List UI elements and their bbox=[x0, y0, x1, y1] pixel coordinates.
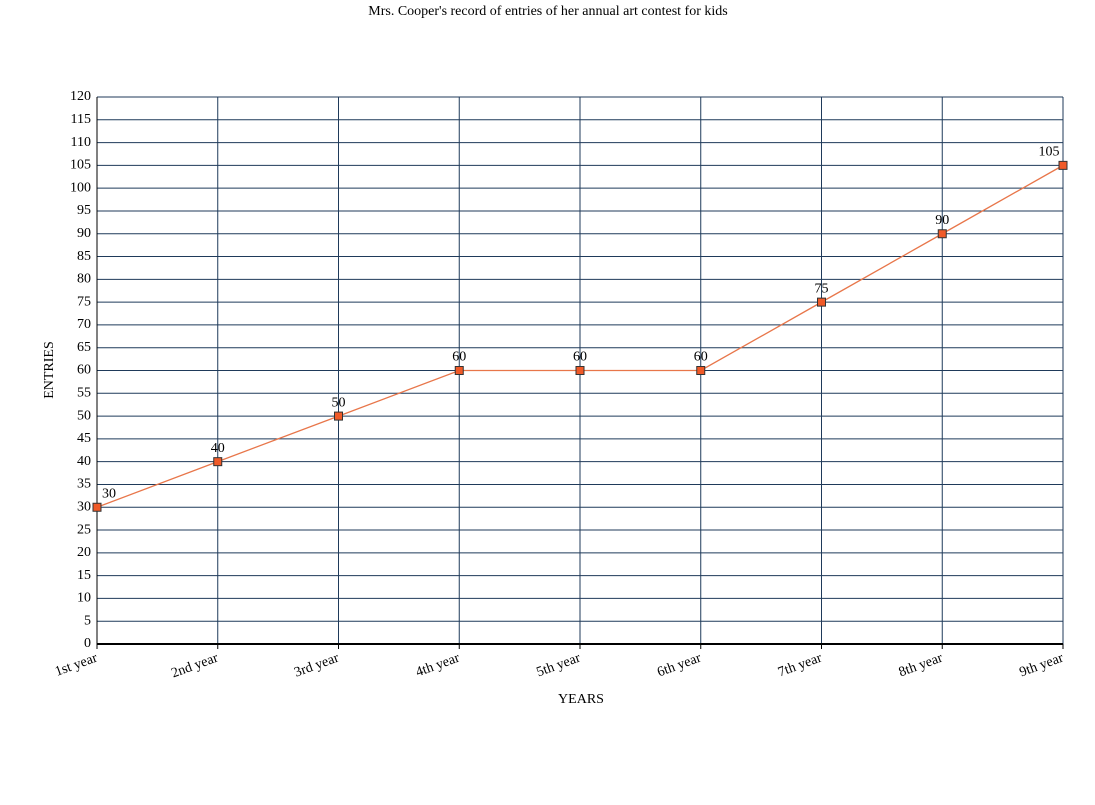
y-tick-label: 30 bbox=[77, 499, 91, 514]
data-label: 30 bbox=[102, 486, 116, 501]
y-tick-label: 95 bbox=[77, 203, 91, 218]
y-tick-label: 50 bbox=[77, 408, 91, 423]
data-label: 90 bbox=[935, 213, 949, 228]
marker bbox=[334, 411, 343, 421]
y-tick-label: 120 bbox=[70, 89, 91, 104]
data-label: 50 bbox=[332, 395, 346, 410]
marker bbox=[937, 229, 947, 239]
y-tick-label: 115 bbox=[71, 112, 91, 127]
y-tick-label: 75 bbox=[77, 294, 91, 309]
data-label: 75 bbox=[815, 281, 829, 296]
marker bbox=[817, 297, 826, 307]
y-tick-label: 60 bbox=[77, 363, 91, 378]
marker bbox=[454, 366, 464, 375]
y-tick-label: 15 bbox=[77, 568, 91, 583]
data-label: 60 bbox=[573, 350, 587, 365]
y-tick-label: 90 bbox=[77, 226, 91, 241]
x-axis-label: YEARS bbox=[558, 692, 604, 707]
marker bbox=[213, 457, 223, 467]
y-tick-label: 0 bbox=[84, 636, 91, 651]
marker bbox=[92, 502, 102, 512]
y-tick-label: 45 bbox=[77, 431, 91, 446]
y-tick-label: 80 bbox=[77, 272, 91, 287]
marker bbox=[696, 366, 706, 375]
y-tick-label: 105 bbox=[70, 158, 91, 173]
y-tick-label: 10 bbox=[77, 591, 91, 606]
y-axis-label: ENTRIES bbox=[42, 341, 57, 399]
y-tick-label: 20 bbox=[77, 545, 91, 560]
y-tick-label: 110 bbox=[71, 135, 91, 150]
y-tick-label: 65 bbox=[77, 340, 91, 355]
y-tick-label: 35 bbox=[77, 477, 91, 492]
y-tick-label: 85 bbox=[77, 249, 91, 264]
data-label: 40 bbox=[211, 441, 225, 456]
data-label: 105 bbox=[1039, 145, 1060, 160]
y-tick-label: 55 bbox=[77, 386, 91, 401]
chart-title: Mrs. Cooper's record of entries of her a… bbox=[368, 4, 727, 19]
y-tick-label: 25 bbox=[77, 522, 91, 537]
y-tick-label: 5 bbox=[84, 613, 91, 628]
marker bbox=[1058, 160, 1068, 170]
y-tick-label: 40 bbox=[77, 454, 91, 469]
data-label: 60 bbox=[694, 350, 708, 365]
y-tick-label: 70 bbox=[77, 317, 91, 332]
y-tick-label: 100 bbox=[70, 180, 91, 195]
data-label: 60 bbox=[452, 350, 466, 365]
marker bbox=[575, 366, 585, 375]
